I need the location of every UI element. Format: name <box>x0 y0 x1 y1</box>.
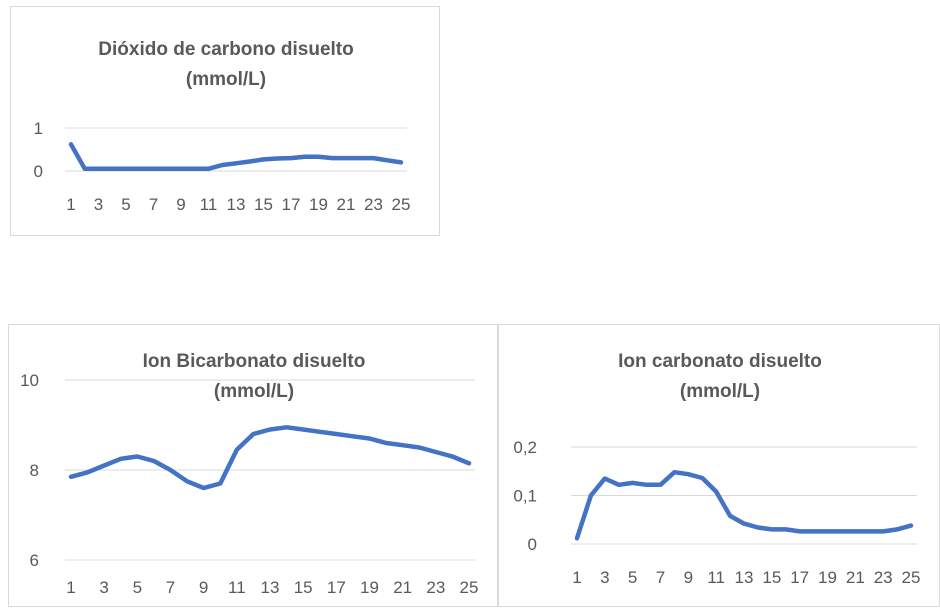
x-tick-label: 13 <box>735 568 754 587</box>
chart-title-line2: (mmol/L) <box>679 381 761 402</box>
y-tick-label: 0 <box>34 162 43 181</box>
x-tick-label: 13 <box>227 195 246 214</box>
x-tick-label: 11 <box>228 578 246 597</box>
chart-co2-plot: 011 3 5 7 9 11 13 15 17 19 21 23 25 <box>34 119 411 214</box>
chart-title-line1: Dióxido de carbono disuelto <box>98 39 354 60</box>
x-tick-label: 9 <box>176 195 185 214</box>
chart-title: Ion carbonato disuelto (mmol/L) <box>499 347 940 407</box>
x-tick-label: 15 <box>762 568 781 587</box>
x-tick-label: 7 <box>656 568 665 587</box>
chart-title: Ion Bicarbonato disuelto (mmol/L) <box>9 347 499 407</box>
x-tick-label: 11 <box>200 195 218 214</box>
y-tick-label: 6 <box>30 551 39 570</box>
x-tick-label: 7 <box>166 578 175 597</box>
x-tick-label: 13 <box>261 578 280 597</box>
y-tick-label: 1 <box>34 119 43 138</box>
x-tick-label: 19 <box>818 568 837 587</box>
x-tick-label: 15 <box>294 578 313 597</box>
chart-title: Dióxido de carbono disuelto (mmol/L) <box>11 35 441 95</box>
series-line <box>68 142 404 172</box>
x-tick-label: 25 <box>392 195 411 214</box>
x-tick-label: 25 <box>460 578 479 597</box>
x-tick-label: 7 <box>149 195 158 214</box>
x-tick-label: 19 <box>360 578 379 597</box>
x-tick-label: 1 <box>572 568 581 587</box>
x-tick-label: 5 <box>628 568 637 587</box>
y-tick-label: 8 <box>30 461 39 480</box>
y-tick-label: 0,1 <box>513 487 537 506</box>
x-tick-label: 3 <box>94 195 103 214</box>
x-tick-label: 17 <box>282 195 301 214</box>
x-tick-label: 3 <box>600 568 609 587</box>
chart-carbonate-plot: 00,10,21 3 5 7 9 11 13 15 17 19 21 23 25 <box>513 438 921 587</box>
x-tick-label: 23 <box>426 578 445 597</box>
chart-carbonate-panel: Ion carbonato disuelto (mmol/L) 0 0,1 0,2 1… <box>498 324 940 607</box>
chart-title-line1: Ion Bicarbonato disuelto <box>142 351 366 372</box>
series-line <box>574 469 914 541</box>
x-tick-label: 5 <box>133 578 142 597</box>
x-tick-label: 3 <box>99 578 108 597</box>
chart-bicarbonate-panel: Ion Bicarbonato disuelto (mmol/L) 6 8 10 1 3… <box>8 324 498 607</box>
x-tick-label: 15 <box>254 195 273 214</box>
x-tick-label: 23 <box>874 568 893 587</box>
chart-title-line2: (mmol/L) <box>185 69 267 90</box>
x-tick-label: 9 <box>199 578 208 597</box>
x-tick-label: 21 <box>337 195 356 214</box>
x-tick-label: 9 <box>684 568 693 587</box>
chart-title-line1: Ion carbonato disuelto <box>618 351 822 372</box>
x-tick-label: 17 <box>327 578 346 597</box>
x-tick-label: 1 <box>66 578 75 597</box>
x-tick-label: 1 <box>66 195 75 214</box>
x-tick-label: 25 <box>902 568 921 587</box>
x-tick-label: 21 <box>393 578 412 597</box>
series-line <box>68 425 472 491</box>
x-tick-label: 17 <box>790 568 809 587</box>
x-tick-label: 11 <box>707 568 725 587</box>
y-tick-label: 10 <box>20 371 39 390</box>
y-tick-label: 0 <box>528 535 537 554</box>
x-tick-label: 5 <box>121 195 130 214</box>
y-tick-label: 0,2 <box>513 438 537 457</box>
x-tick-label: 23 <box>364 195 383 214</box>
x-tick-label: 21 <box>846 568 865 587</box>
x-tick-label: 19 <box>309 195 328 214</box>
chart-title-line2: (mmol/L) <box>213 381 295 402</box>
